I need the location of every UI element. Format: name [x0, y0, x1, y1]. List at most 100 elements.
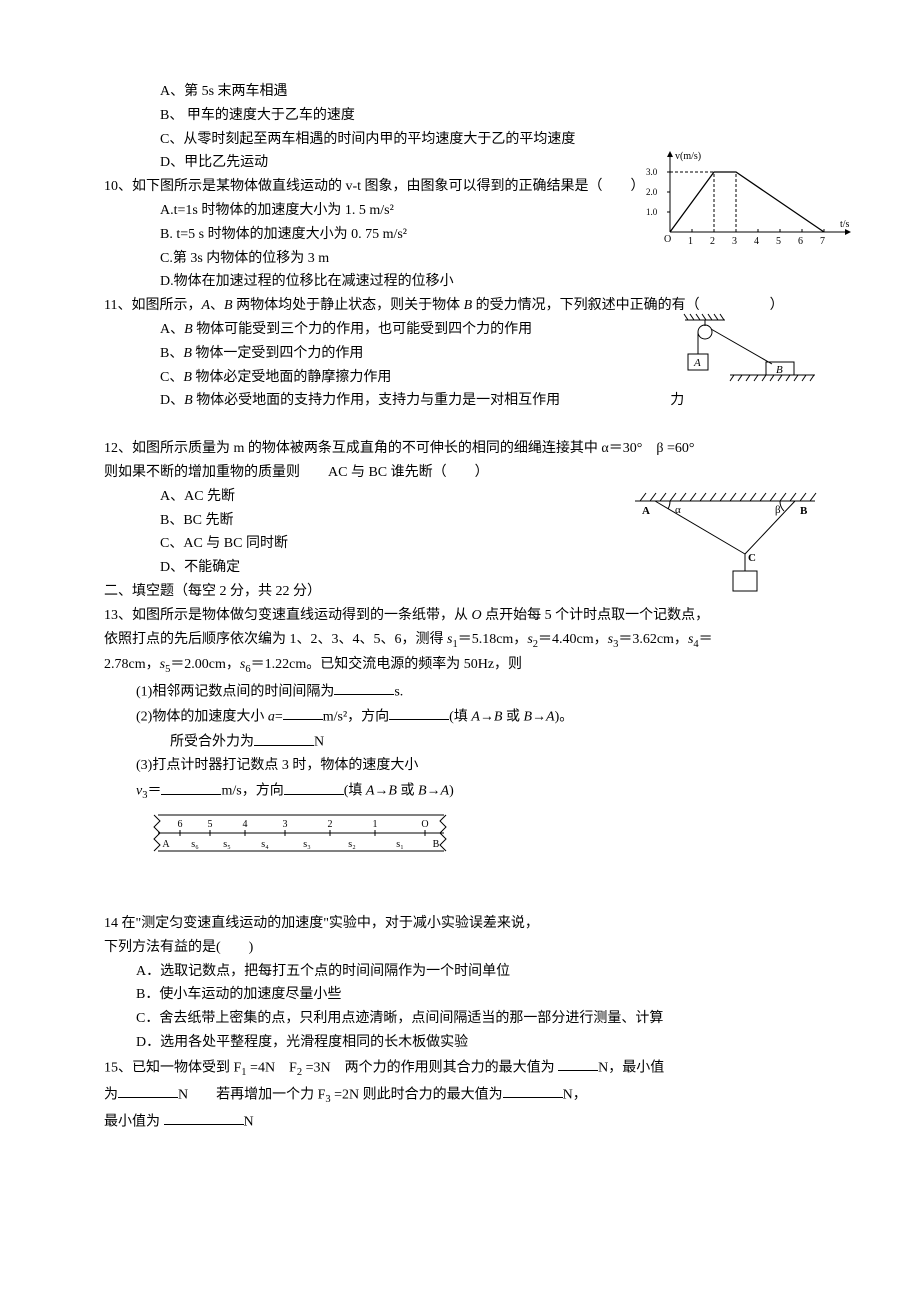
t: C、 [160, 370, 183, 385]
q13-p2: (2)物体的加速度大小 a=m/s²，方向(填 A→B 或 B→A)。 [100, 704, 860, 729]
t: B．使小车运动的加速度尽量小些 [136, 987, 341, 1002]
t: a [268, 709, 275, 724]
q13-p3-l1: (3)打点计时器打记数点 3 时，物体的速度大小 [100, 754, 860, 778]
t3: 3 [283, 819, 288, 830]
blank [389, 704, 449, 720]
blank [283, 704, 323, 720]
t: ＝4.40cm， [538, 632, 608, 647]
blockA-label: A [693, 357, 701, 369]
t: A、 [160, 322, 184, 337]
ptC-label: C [748, 552, 756, 564]
text: D.物体在加速过程的位移比在减速过程的位移小 [160, 274, 454, 289]
bs6: s₆ [191, 839, 199, 850]
q9-optB: B、 甲车的速度大于乙车的速度 [100, 104, 860, 128]
t: 13、如图所示是物体做匀变速直线运动得到的一条纸带，从 [104, 608, 472, 623]
bs5: s₅ [223, 839, 230, 850]
tape-diagram: 6 5 4 3 2 1 O A s₆ s₅ s₄ s₃ s₂ s₁ B [150, 811, 450, 855]
t: = [275, 709, 283, 724]
t: 点开始每 5 个计时点取一个记数点， [482, 608, 710, 623]
q15-l2: 为N 若再增加一个力 F3 =2N 则此时合力的最大值为N， [100, 1082, 860, 1109]
t: N， [563, 1087, 587, 1102]
t: 14 在"测定匀变速直线运动的加速度"实验中，对于减小实验误差来说， [104, 916, 539, 931]
q15-l3: 最小值为 N [100, 1109, 860, 1134]
t: (填 [344, 784, 366, 799]
blank [558, 1055, 598, 1071]
text: D、甲比乙先运动 [160, 155, 268, 170]
xt6: 6 [798, 236, 803, 247]
vt-chart: t/s v(m/s) 1 2 3 4 5 6 7 1.0 2.0 3.0 O [640, 147, 860, 247]
t: ＝5.18cm， [458, 632, 528, 647]
t: (1)相邻两记数点间的时间间隔为 [136, 684, 334, 699]
t: 物体必定受地面的静摩擦力作用 [192, 370, 392, 385]
t: 所受合外力为 [170, 735, 254, 750]
t: ＝ [147, 784, 161, 799]
t: 物体必受地面的支持力作用，支持力与重力是一对相互作用 [193, 393, 561, 408]
t: ) [449, 784, 454, 799]
t: =3N 两个力的作用则其合力的最大值为 [302, 1060, 558, 1075]
t: (填 [449, 709, 471, 724]
t: ＝ [699, 632, 713, 647]
blank [503, 1082, 563, 1098]
ptA-label: A [642, 505, 650, 517]
alpha-label: α [675, 504, 681, 516]
t6: 6 [178, 819, 183, 830]
t: m/s，方向 [221, 784, 283, 799]
t: A [201, 298, 210, 313]
t: B [224, 298, 233, 313]
t: A→B [366, 784, 397, 799]
text: C.第 3s 内物体的位移为 3 m [160, 251, 329, 266]
t: 11、如图所示， [104, 298, 201, 313]
t: O [472, 608, 482, 623]
t: C、AC 与 BC 同时断 [160, 536, 288, 551]
t: 、 [210, 298, 224, 313]
bB: B [433, 839, 440, 850]
t: 15、已知一物体受到 F [104, 1060, 241, 1075]
t: s. [394, 684, 403, 699]
t: 或 [397, 784, 418, 799]
q13-stem-l3: 2.78cm，s5＝2.00cm，s6＝1.22cm。已知交流电源的频率为 50… [100, 653, 860, 679]
q14-stem-l1: 14 在"测定匀变速直线运动的加速度"实验中，对于减小实验误差来说， [100, 912, 860, 936]
pulley-diagram: A B [670, 312, 820, 392]
blank [254, 729, 314, 745]
q12-stem-l2: 则如果不断的增加重物的质量则 AC 与 BC 谁先断（ ） [100, 461, 860, 485]
t: 则如果不断的增加重物的质量则 AC 与 BC 谁先断（ ） [104, 465, 489, 480]
t4: 4 [243, 819, 248, 830]
t: N [314, 735, 324, 750]
xt4: 4 [754, 236, 759, 247]
t: B、 [160, 346, 183, 361]
t: 物体一定受到四个力的作用 [192, 346, 364, 361]
t: B→A [523, 709, 554, 724]
q12-stem-l1: 12、如图所示质量为 m 的物体被两条互成直角的不可伸长的相同的细绳连接其中 α… [100, 437, 860, 461]
q13-p3-l2: v3＝m/s，方向(填 A→B 或 B→A) [100, 778, 860, 805]
bs2: s₂ [348, 839, 355, 850]
t: 或 [502, 709, 523, 724]
t: 力 [670, 393, 684, 408]
t: 下列方法有益的是( ) [104, 940, 253, 955]
t: (2)物体的加速度大小 [136, 709, 268, 724]
text: B. t=5 s 时物体的加速度大小为 0. 75 m/s² [160, 227, 407, 242]
text: A.t=1s 时物体的加速度大小为 1. 5 m/s² [160, 203, 394, 218]
t: 的受力情况，下列叙述中正确的有（ ） [472, 298, 784, 313]
blank [334, 679, 394, 695]
t1: 1 [373, 819, 378, 830]
q14-optB: B．使小车运动的加速度尽量小些 [100, 983, 860, 1007]
q13-p1: (1)相邻两记数点间的时间间隔为 s. [100, 679, 860, 704]
t: A、AC 先断 [160, 489, 235, 504]
q9-optA: A、第 5s 末两车相遇 [100, 80, 860, 104]
t5: 5 [208, 819, 213, 830]
t: A→B [471, 709, 502, 724]
t: (3)打点计时器打记数点 3 时，物体的速度大小 [136, 758, 418, 773]
t: =4N F [247, 1060, 297, 1075]
t: =2N 则此时合力的最大值为 [331, 1087, 503, 1102]
t: 2.78cm， [104, 657, 160, 672]
blank [118, 1082, 178, 1098]
t: 依照打点的先后顺序依次编为 1、2、3、4、5、6，测得 [104, 632, 447, 647]
blank [161, 778, 221, 794]
t: ＝3.62cm， [618, 632, 688, 647]
xt1: 1 [688, 236, 693, 247]
t: N，最小值 [598, 1060, 664, 1075]
q14-optA: A．选取记数点，把每打五个点的时间间隔作为一个时间单位 [100, 960, 860, 984]
t: ＝1.22cm。已知交流电源的频率为 50Hz，则 [251, 657, 522, 672]
xt2: 2 [710, 236, 715, 247]
q13-p2-line2: 所受合外力为 N [100, 729, 860, 754]
